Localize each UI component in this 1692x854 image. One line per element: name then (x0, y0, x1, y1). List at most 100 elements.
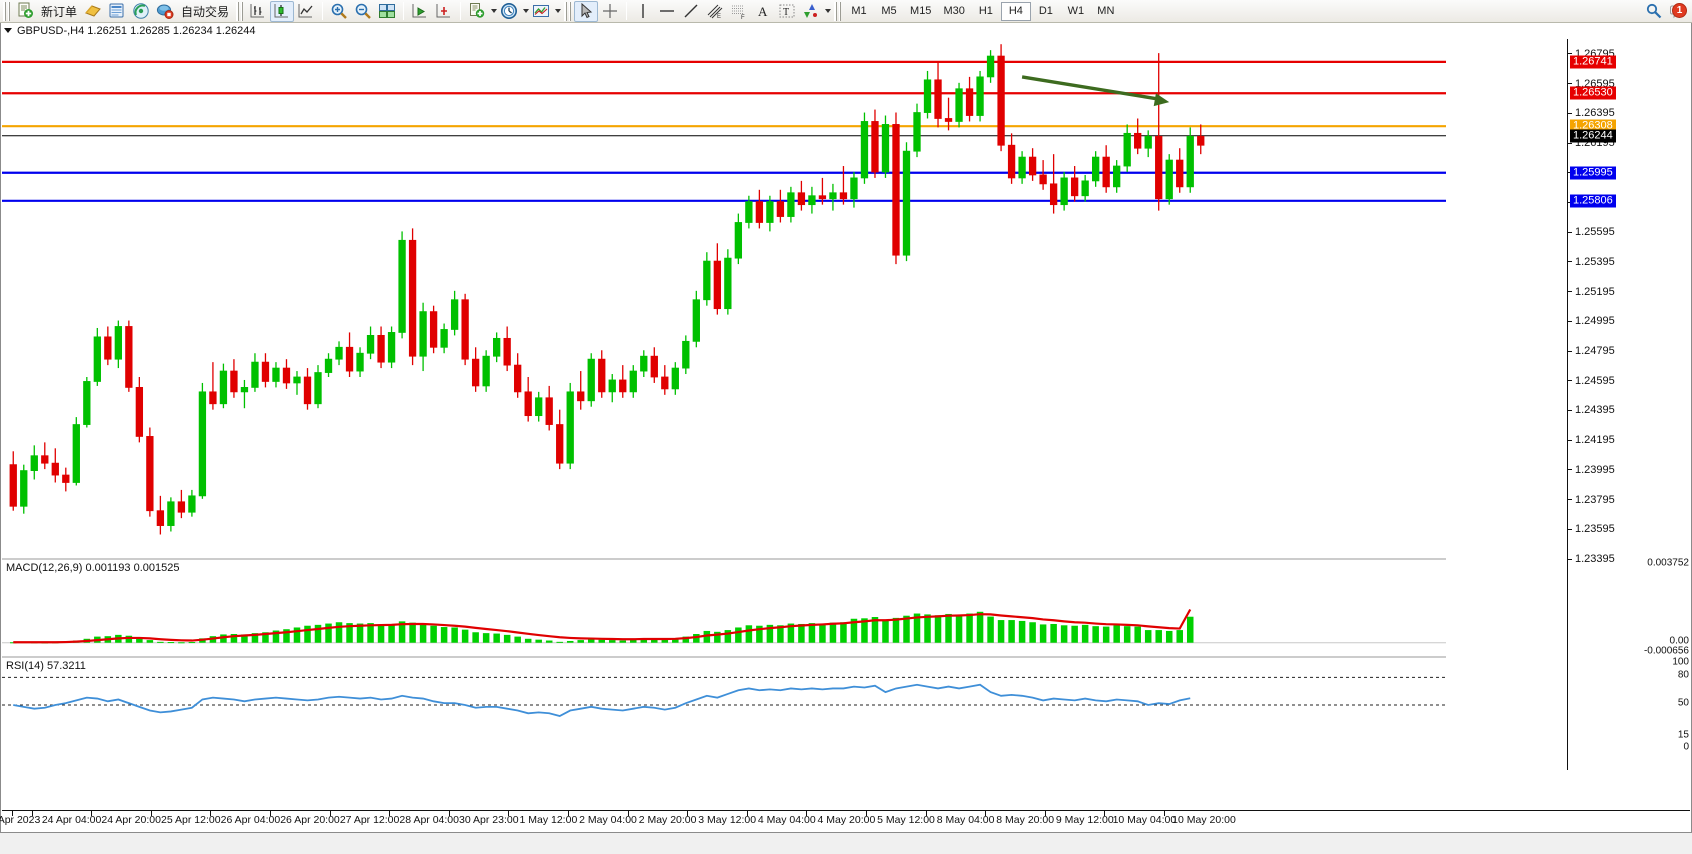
time-tick: 24 Apr 04:00 (41, 814, 102, 826)
period-dropdown-caret[interactable] (523, 9, 530, 13)
timeframe-m1[interactable]: M1 (851, 5, 867, 17)
price-axis[interactable]: 1.267951.265951.263951.261951.259951.257… (1567, 39, 1691, 770)
time-tick-separator (210, 811, 212, 816)
cursor-icon[interactable] (574, 0, 599, 22)
svg-text:T: T (783, 7, 789, 18)
vertical-line-icon[interactable] (631, 1, 655, 22)
time-tick-separator (627, 811, 629, 816)
time-tick-separator (329, 811, 331, 816)
time-tick-separator (925, 811, 927, 816)
arrows-icon[interactable] (799, 1, 823, 22)
price-tick: 1.25395 (1568, 256, 1615, 268)
timeframe-m30[interactable]: M30 (943, 5, 965, 17)
chart-shift-icon[interactable] (432, 1, 456, 22)
indicators-dropdown-caret[interactable] (491, 9, 498, 13)
auto-scroll-icon[interactable] (408, 1, 432, 22)
time-tick: 1 May 12:00 (519, 814, 578, 826)
text-tool-icon[interactable]: A (751, 1, 775, 22)
svg-text:F: F (741, 15, 745, 20)
scale-tick: 0.00 (1669, 635, 1689, 647)
toolbar-grip-2[interactable] (236, 1, 244, 21)
price-tick: 1.24595 (1568, 375, 1615, 387)
horizontal-line-icon[interactable] (655, 1, 679, 22)
expert-advisor-icon[interactable] (81, 1, 105, 22)
equidistant-channel-icon[interactable]: E (703, 1, 727, 22)
timeframe-mn[interactable]: MN (1097, 5, 1115, 17)
timeframe-w1[interactable]: W1 (1067, 5, 1085, 17)
time-tick: 9 May 12:00 (1055, 814, 1114, 826)
price-level-label-support[interactable]: 1.25806 (1570, 194, 1616, 208)
timeframe-h1[interactable]: H1 (978, 5, 993, 17)
svg-text:A: A (758, 4, 768, 19)
time-tick-separator (448, 811, 450, 816)
time-tick: 2 May 04:00 (579, 814, 637, 826)
timeframe-d1[interactable]: D1 (1038, 5, 1053, 17)
zoom-out-icon[interactable] (351, 1, 375, 22)
data-window-icon[interactable] (105, 1, 129, 22)
price-level-label-resistance[interactable]: 1.26530 (1570, 86, 1616, 100)
price-tick: 1.23595 (1568, 523, 1615, 535)
macd-scale: 0.003752 0.00 -0.000656 (1567, 558, 1691, 659)
templates-icon[interactable] (529, 1, 553, 22)
price-tick: 1.23395 (1568, 553, 1615, 565)
chart-window[interactable]: GBPUSD-,H4 1.26251 1.26285 1.26234 1.262… (0, 23, 1692, 833)
line-chart-icon[interactable] (294, 1, 318, 22)
autotrading-label[interactable]: 自动交易 (181, 4, 230, 19)
notifications-icon[interactable]: 1 (1666, 1, 1692, 22)
new-order-label[interactable]: 新订单 (41, 4, 78, 19)
toolbar-grip[interactable] (3, 1, 10, 21)
zoom-in-icon[interactable] (327, 1, 351, 22)
time-tick-separator (270, 811, 271, 816)
time-tick: 4 May 04:00 (757, 814, 816, 826)
candlestick-chart-icon[interactable] (270, 0, 295, 22)
period-clock-icon[interactable] (497, 1, 521, 22)
autotrading-icon[interactable] (153, 1, 177, 22)
time-tick: 26 Apr 20:00 (280, 814, 340, 826)
search-icon[interactable] (1642, 1, 1666, 22)
macd-indicator-label: MACD(12,26,9) 0.001193 0.001525 (6, 562, 180, 574)
text-label-icon[interactable]: T (775, 1, 799, 22)
time-tick: 24 Apr 20:00 (101, 814, 161, 826)
time-tick-separator (150, 811, 152, 816)
new-order-button[interactable] (13, 1, 37, 22)
plot-area[interactable]: MACD(12,26,9) 0.001193 0.001525 RSI(14) … (2, 39, 1567, 832)
scale-tick: -0.000656 (1643, 645, 1689, 657)
chart-canvas[interactable] (2, 39, 1446, 833)
time-tick-separator (91, 811, 93, 816)
scale-tick: 15 (1677, 729, 1689, 741)
trendline-icon[interactable] (679, 1, 703, 22)
toolbar-grip-4[interactable] (834, 1, 842, 21)
tile-windows-icon[interactable] (375, 1, 399, 22)
chart-menu-caret-icon[interactable] (4, 28, 12, 33)
templates-dropdown-caret[interactable] (555, 9, 562, 13)
timeframe-m5[interactable]: M5 (881, 5, 897, 17)
time-tick-separator (866, 811, 867, 816)
time-tick: 28 Apr 04:00 (399, 814, 459, 826)
time-tick: 26 Apr 04:00 (220, 814, 281, 826)
bar-chart-icon[interactable] (246, 1, 270, 22)
indicators-icon[interactable] (465, 1, 489, 22)
price-tick: 1.26595 (1568, 78, 1615, 90)
fibonacci-icon[interactable]: F (727, 1, 751, 22)
timeframe-h4[interactable]: H4 (1000, 1, 1031, 21)
price-level-label-support[interactable]: 1.25995 (1570, 166, 1616, 180)
symbol-info-bar: GBPUSD-,H4 1.26251 1.26285 1.26234 1.262… (1, 23, 256, 38)
price-level-label-resistance[interactable]: 1.26741 (1570, 55, 1616, 69)
time-tick: 4 May 20:00 (817, 814, 876, 826)
time-tick-separator (31, 811, 33, 816)
time-tick-separator (568, 811, 569, 816)
arrows-dropdown-caret[interactable] (825, 9, 832, 13)
toolbar-grip-3[interactable] (564, 1, 572, 21)
crosshair-icon[interactable] (598, 1, 622, 22)
time-tick: 25 Apr 12:00 (161, 814, 221, 826)
price-level-label-current-price[interactable]: 1.26244 (1570, 129, 1616, 143)
time-tick: 8 May 04:00 (936, 814, 995, 826)
rsi-indicator-label: RSI(14) 57.3211 (6, 660, 86, 672)
timeframe-m15[interactable]: M15 (910, 5, 932, 17)
market-watch-icon[interactable] (129, 1, 153, 22)
time-tick-separator (746, 811, 748, 816)
time-tick-separator (1164, 811, 1165, 816)
time-tick: 5 May 12:00 (877, 814, 935, 826)
time-tick: 3 May 12:00 (698, 814, 757, 826)
